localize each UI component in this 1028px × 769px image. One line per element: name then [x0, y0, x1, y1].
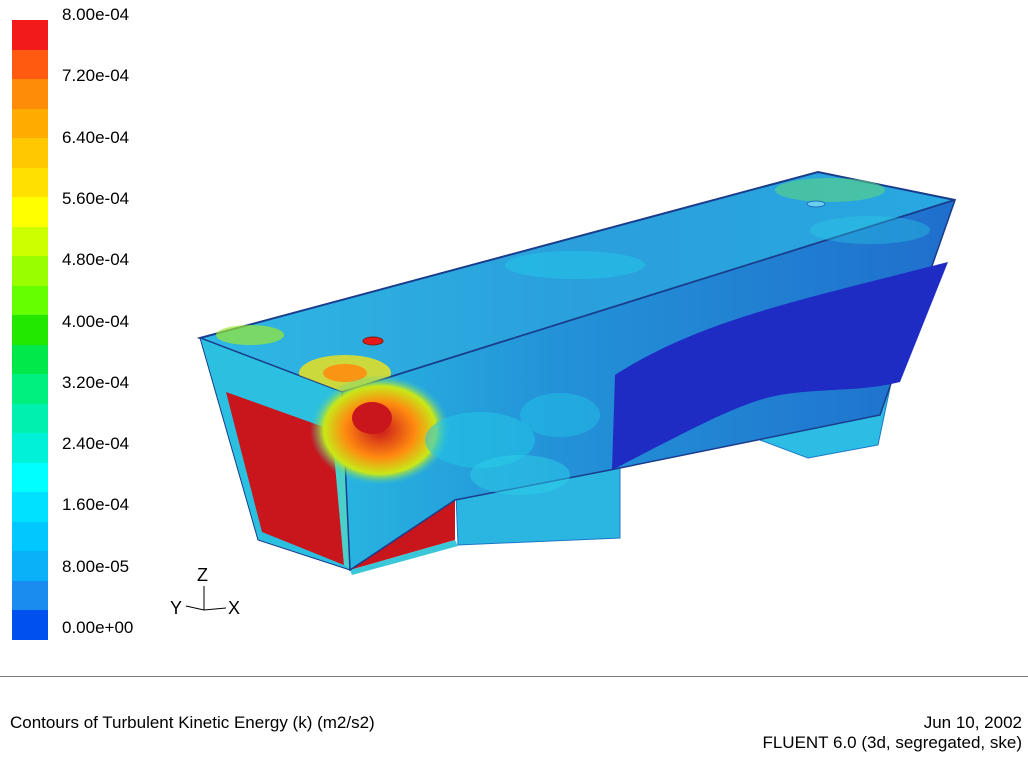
color-scale-band [12, 167, 48, 198]
color-scale-band [12, 580, 48, 611]
color-scale-tick-label: 4.80e-04 [62, 250, 130, 270]
axes-triad-lines [185, 586, 227, 611]
color-scale-band [12, 138, 48, 169]
color-scale-tick-label: 8.00e-05 [62, 556, 130, 576]
color-scale-band [12, 403, 48, 434]
top-inlet-right [806, 200, 826, 208]
color-scale-band [12, 256, 48, 287]
axis-x-label: X [228, 598, 241, 618]
color-scale-tick-label: 3.20e-04 [62, 372, 130, 392]
color-scale-band [12, 433, 48, 464]
color-scale-band [12, 610, 48, 641]
front-low-energy-region [612, 262, 948, 470]
color-scale-tick-label: 5.60e-04 [62, 188, 130, 208]
color-scale-band [12, 20, 48, 51]
color-scale-tick-label: 4.00e-04 [62, 311, 130, 331]
top-inlet-left [362, 336, 384, 346]
axes-triad: Z Y X [168, 566, 248, 626]
plot-caption: Contours of Turbulent Kinetic Energy (k)… [10, 713, 375, 732]
color-scale-tick-label: 8.00e-04 [62, 5, 130, 24]
color-scale-band [12, 285, 48, 316]
color-scale-band [12, 492, 48, 523]
color-scale-tick-label: 2.40e-04 [62, 434, 130, 454]
color-scale-labels: 8.00e-04 7.20e-04 6.40e-04 5.60e-04 4.80e-04… [62, 0, 182, 660]
color-scale-tick-label: 7.20e-04 [62, 66, 130, 86]
color-scale-tick-label: 0.00e+00 [62, 618, 134, 637]
color-scale-tick-label: 1.60e-04 [62, 495, 130, 515]
tank-contour-model [196, 170, 957, 575]
color-scale-band [12, 226, 48, 257]
color-scale-band [12, 344, 48, 375]
footer-divider [0, 676, 1028, 677]
color-scale-band [12, 551, 48, 582]
color-scale-band [12, 315, 48, 346]
axis-y-label: Y [170, 598, 183, 618]
color-scale-band [12, 521, 48, 552]
plot-date: Jun 10, 2002 [923, 713, 1022, 732]
color-scale-band [12, 79, 48, 110]
color-scale-band [12, 49, 48, 80]
color-scale-band [12, 108, 48, 139]
color-scale-band [12, 374, 48, 405]
color-scale-bar [12, 20, 48, 641]
color-scale-band [12, 462, 48, 493]
color-scale-band [12, 197, 48, 228]
axis-z-label: Z [197, 565, 208, 585]
graphics-viewport[interactable]: 8.00e-04 7.20e-04 6.40e-04 5.60e-04 4.80e-04… [0, 0, 1028, 670]
solver-version: FLUENT 6.0 (3d, segregated, ske) [762, 733, 1022, 752]
color-scale-tick-label: 6.40e-04 [62, 127, 130, 147]
